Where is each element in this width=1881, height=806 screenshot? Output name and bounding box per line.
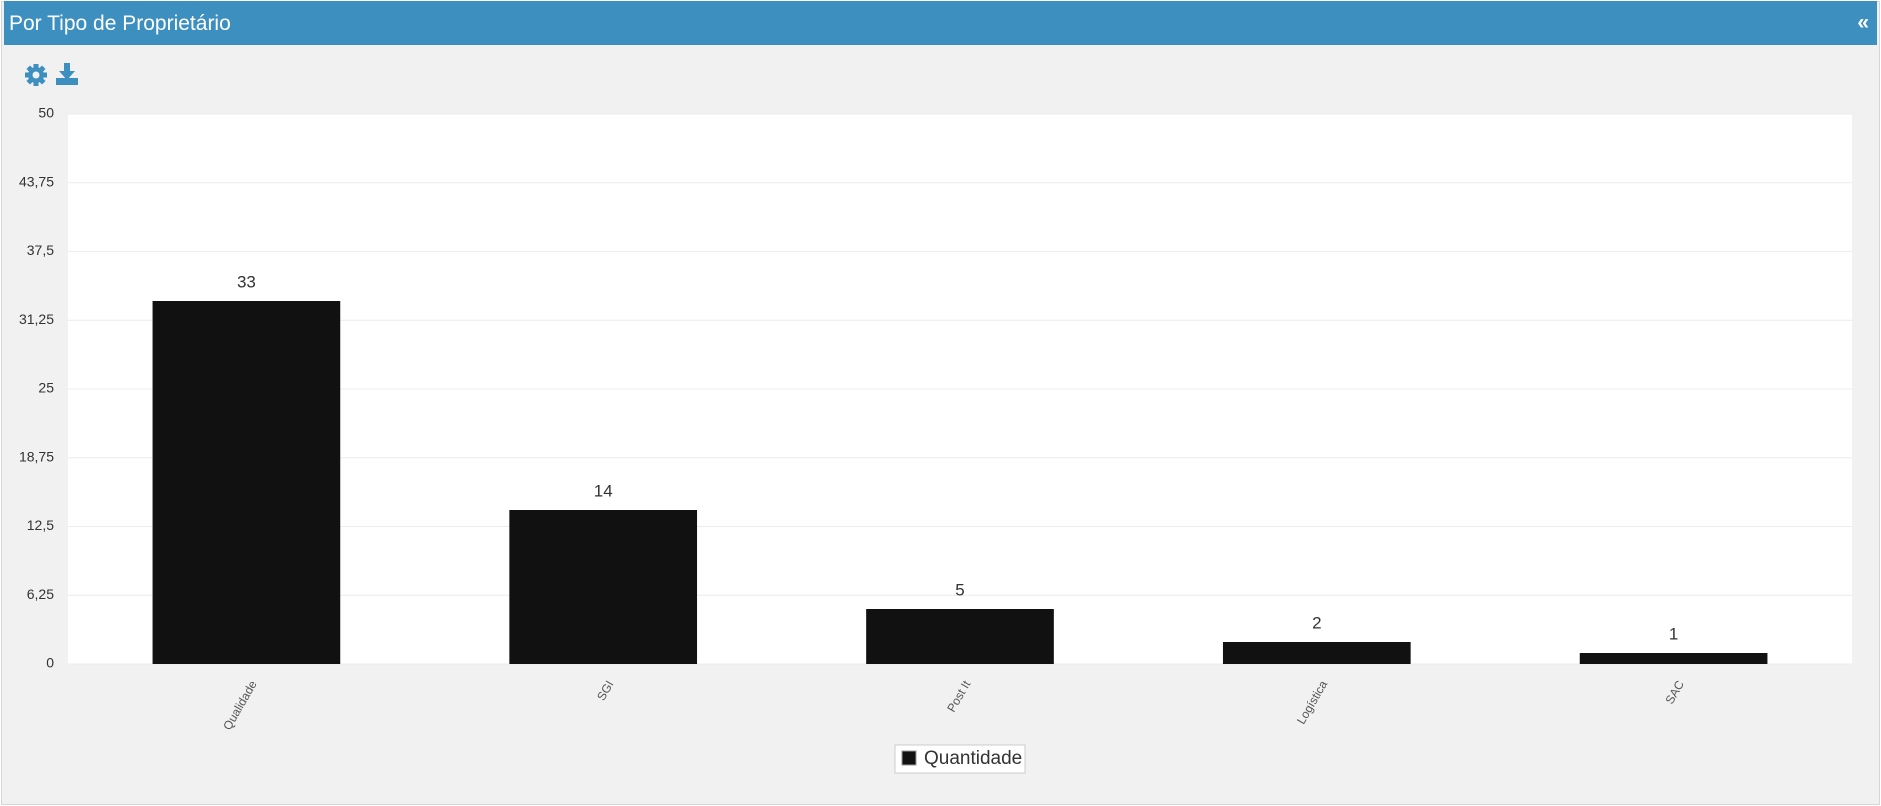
- y-tick-label: 43,75: [19, 173, 54, 189]
- y-tick-label: 50: [38, 105, 54, 121]
- y-tick-label: 31,25: [19, 311, 54, 327]
- legend-label: Quantidade: [924, 748, 1022, 769]
- panel-header: Por Tipo de Proprietário «: [4, 1, 1877, 45]
- download-icon[interactable]: [56, 63, 78, 85]
- y-tick-label: 18,75: [19, 448, 54, 464]
- panel-title: Por Tipo de Proprietário: [9, 12, 231, 35]
- bar: [866, 609, 1054, 664]
- bar: [1222, 642, 1411, 664]
- y-tick-label: 0: [46, 655, 54, 671]
- legend: Quantidade: [894, 744, 1026, 774]
- gear-hole: [32, 71, 40, 79]
- y-tick-label: 12,5: [27, 517, 54, 533]
- legend-swatch: [901, 750, 917, 766]
- y-tick-label: 25: [38, 380, 54, 396]
- arrow-head: [59, 71, 75, 80]
- value-label: 5: [955, 580, 964, 599]
- bar: [152, 301, 341, 664]
- y-tick-label: 37,5: [27, 242, 54, 258]
- legend-box: [894, 744, 1026, 774]
- value-label: 2: [1312, 613, 1321, 632]
- x-tick-label: Post It: [944, 678, 973, 715]
- value-label: 1: [1669, 624, 1678, 643]
- x-tick-label: SGI: [594, 678, 616, 703]
- tray: [56, 78, 78, 85]
- bar: [1579, 653, 1768, 664]
- arrow-shaft: [64, 63, 70, 72]
- x-tick-label: Qualidade: [220, 678, 260, 733]
- x-tick-label: Logística: [1294, 678, 1330, 727]
- x-tick-label: SAC: [1662, 678, 1687, 707]
- bar: [509, 510, 698, 664]
- settings-icon[interactable]: [25, 64, 47, 86]
- value-label: 14: [594, 481, 613, 500]
- y-tick-label: 6,25: [27, 586, 54, 602]
- value-label: 33: [237, 272, 256, 291]
- collapse-button[interactable]: «: [1857, 11, 1869, 34]
